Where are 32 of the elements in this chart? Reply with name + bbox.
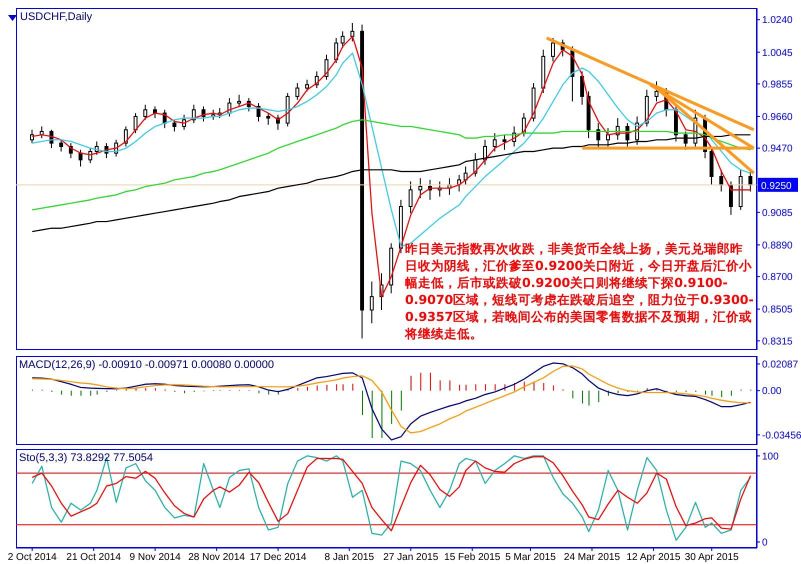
x-tick-label: 8 Jan 2015 bbox=[324, 552, 374, 564]
x-tick-label: 5 Mar 2015 bbox=[505, 552, 556, 564]
x-tick-label: 17 Dec 2014 bbox=[250, 552, 307, 564]
annotation: 昨日美元指数再次收跌，非美货币全线上扬，美元兑瑞郎昨日收为阴线，汇价爹至0.9200关口附近，今日开盘后汇价小幅走低，后市或跌破0.9200关口则将继续下探0.9100-0.9070区域，短线可考虑在跌破后追空，阻力位于0.9300-0.9357区域，若晚间公布的美国零售数据不及预期，汇价或将继续走低。 bbox=[405, 240, 755, 342]
y-tick-label: 0.02087 bbox=[762, 360, 799, 371]
chart-title: MACD(12,26,9) -0.00910 -0.00971 0.00080 0.00000 bbox=[19, 359, 274, 371]
y-tick-label: 0.9085 bbox=[762, 208, 794, 219]
x-tick-label: 30 Apr 2015 bbox=[684, 552, 740, 564]
y-tick-label: 0.8315 bbox=[762, 336, 794, 348]
x-tick-label: 24 Mar 2015 bbox=[564, 552, 620, 564]
y-tick-label: 100 bbox=[762, 451, 780, 462]
x-tick-label: 9 Nov 2014 bbox=[130, 552, 182, 564]
y-tick-label: 0 bbox=[762, 538, 768, 549]
y-tick-label: 0.9855 bbox=[762, 79, 794, 90]
x-tick-label: 15 Feb 2015 bbox=[444, 552, 501, 564]
y-tick-label: 0.8505 bbox=[762, 304, 794, 316]
x-tick-label: 28 Nov 2014 bbox=[188, 552, 246, 564]
chart-title: Sto(5,3,3) 73.8292 77.5054 bbox=[19, 452, 153, 464]
y-tick-label: 0.8890 bbox=[762, 240, 794, 252]
y-tick-label: 1.0045 bbox=[762, 48, 794, 59]
y-tick-label: 0.00 bbox=[762, 386, 782, 398]
y-tick-label: 0.8700 bbox=[762, 272, 794, 284]
x-tick-label: 12 Apr 2015 bbox=[626, 552, 681, 564]
y-tick-label: 0.9660 bbox=[762, 112, 794, 123]
x-tick-label: 2 Oct 2014 bbox=[8, 552, 58, 564]
x-tick-label: 27 Jan 2015 bbox=[383, 552, 439, 564]
x-tick-label: 21 Oct 2014 bbox=[66, 552, 122, 564]
y-tick-label: 0.9470 bbox=[762, 144, 794, 155]
chart-title: USDCHF,Daily bbox=[20, 11, 92, 23]
y-tick-label: 1.0240 bbox=[762, 15, 794, 26]
y-tick-label: -0.03456 bbox=[762, 430, 801, 442]
ref-line-label: 0.9250 bbox=[761, 180, 792, 192]
